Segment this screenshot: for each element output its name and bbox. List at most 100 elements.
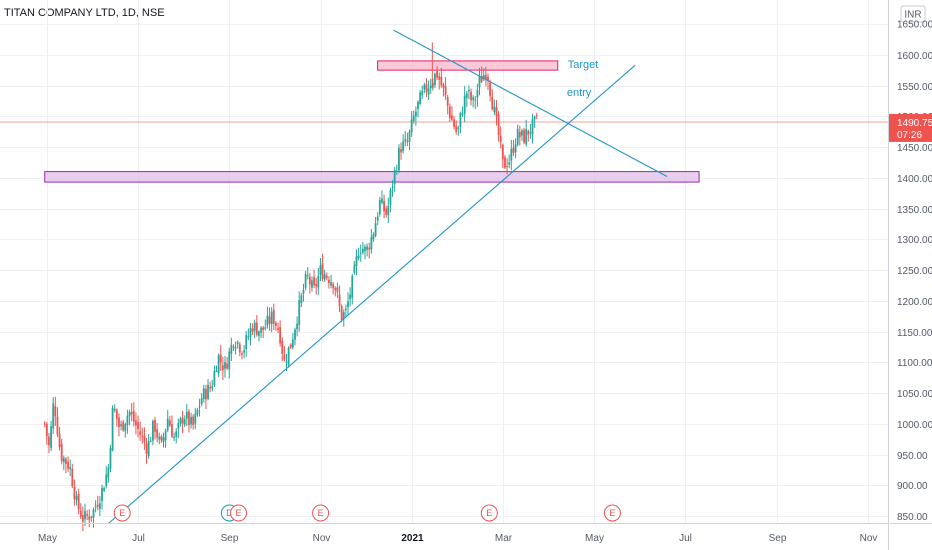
- x-tick-label: Sep: [769, 533, 787, 544]
- currency-badge[interactable]: INR: [900, 5, 926, 23]
- candle-body: [247, 336, 250, 338]
- candle-body: [88, 516, 91, 520]
- candle-body: [529, 132, 532, 134]
- earnings-marker[interactable]: E: [312, 504, 330, 522]
- candle-body: [429, 85, 432, 89]
- candle-body: [277, 328, 279, 330]
- candle-body: [376, 216, 379, 221]
- candle-body: [130, 411, 133, 415]
- candle-body: [374, 223, 377, 236]
- candle-body: [414, 111, 417, 117]
- time-axis[interactable]: May Jul Sep Nov 2021 Mar May Jul Sep Nov: [38, 533, 877, 544]
- candle-body: [321, 263, 324, 280]
- candle-body: [124, 424, 127, 432]
- x-tick-label: Sep: [221, 533, 239, 544]
- candle-body: [268, 316, 271, 324]
- earnings-marker[interactable]: E: [113, 504, 131, 522]
- candle-body: [353, 264, 356, 273]
- candle-body: [48, 436, 50, 446]
- candle-body: [427, 88, 430, 95]
- candle-body: [501, 145, 504, 159]
- candle-body: [253, 322, 256, 331]
- candle-body: [113, 409, 116, 411]
- candle-body: [489, 82, 492, 96]
- candle-body: [260, 327, 262, 333]
- candle-body: [226, 363, 229, 369]
- candle-body: [521, 130, 523, 136]
- candle-body: [468, 89, 470, 92]
- candle-body: [270, 311, 273, 325]
- candle-body: [56, 416, 59, 435]
- candle-body: [510, 149, 513, 161]
- candle-body: [202, 388, 205, 400]
- candle-body: [126, 415, 129, 425]
- candle-body: [50, 426, 52, 448]
- candle-body: [410, 119, 413, 133]
- candle-body: [281, 340, 284, 354]
- candle-body: [444, 86, 447, 96]
- chart-title: TITAN COMPANY LTD, 1D, NSE: [4, 7, 165, 19]
- candle-body: [79, 510, 82, 517]
- candle-body: [319, 265, 322, 275]
- last-price-value: 1490.75: [897, 118, 932, 129]
- candle-body: [90, 516, 93, 518]
- candle-body: [115, 409, 118, 420]
- candle-body: [228, 351, 231, 370]
- downtrend-line[interactable]: [393, 29, 668, 178]
- candle-body: [171, 424, 173, 437]
- candle-body: [359, 252, 362, 254]
- candle-body: [398, 147, 400, 171]
- candle-body: [395, 170, 398, 172]
- earnings-marker[interactable]: E: [230, 504, 248, 522]
- candle-body: [313, 277, 315, 286]
- candle-body: [285, 361, 288, 363]
- candle-body: [531, 119, 534, 135]
- candle-body: [417, 101, 419, 109]
- candle-body: [419, 92, 422, 104]
- candle-body: [465, 93, 468, 99]
- candle-body: [120, 424, 122, 427]
- earnings-marker[interactable]: E: [480, 504, 498, 522]
- candle-body: [336, 287, 339, 293]
- candle-body: [459, 113, 462, 127]
- candle-body: [96, 504, 99, 507]
- earnings-marker[interactable]: E: [603, 504, 621, 522]
- candle-body: [81, 515, 84, 522]
- candle-body: [361, 249, 364, 253]
- candle-body: [162, 437, 165, 442]
- candle-body: [132, 411, 135, 422]
- candle-body: [296, 323, 299, 330]
- candle-body: [67, 461, 69, 469]
- candle-body: [487, 76, 489, 81]
- candle-body: [480, 76, 483, 82]
- candle-body: [166, 418, 169, 430]
- x-tick-label: Jul: [132, 533, 145, 544]
- uptrend-line[interactable]: [108, 64, 636, 524]
- candle-body: [431, 82, 434, 88]
- candle-body: [289, 344, 292, 348]
- candle-body: [463, 95, 466, 114]
- last-price-countdown: 07:26: [897, 130, 922, 141]
- candle-body: [139, 431, 142, 435]
- candle-body: [205, 389, 207, 400]
- candle-body: [109, 448, 112, 469]
- candle-body: [298, 300, 301, 325]
- y-tick-label: 1400.00: [897, 174, 932, 185]
- candle-body: [168, 420, 171, 426]
- candle-body: [378, 200, 381, 215]
- marker-label: E: [609, 508, 615, 518]
- candle-body: [461, 113, 464, 115]
- candle-body: [412, 115, 415, 121]
- marker-label: D: [226, 508, 233, 518]
- candle-body: [143, 436, 146, 443]
- y-tick-label: 1200.00: [897, 297, 932, 308]
- candle-body: [60, 443, 63, 462]
- trendlines[interactable]: [108, 29, 668, 524]
- candle-body: [135, 420, 137, 426]
- candle-body: [334, 288, 337, 291]
- candle-body: [154, 420, 156, 432]
- candle-body: [192, 416, 195, 426]
- candle-body: [448, 106, 451, 119]
